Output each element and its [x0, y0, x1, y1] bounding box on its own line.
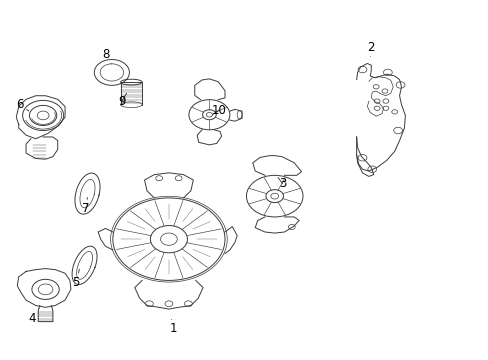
Text: 9: 9	[118, 93, 126, 108]
Text: 5: 5	[72, 269, 80, 289]
Text: 8: 8	[102, 48, 111, 64]
Text: 1: 1	[170, 319, 177, 335]
Text: 2: 2	[367, 41, 374, 57]
Text: 10: 10	[211, 104, 226, 117]
Text: 4: 4	[29, 309, 39, 325]
Text: 7: 7	[82, 198, 90, 215]
Text: 3: 3	[278, 177, 285, 190]
Text: 6: 6	[17, 98, 29, 111]
